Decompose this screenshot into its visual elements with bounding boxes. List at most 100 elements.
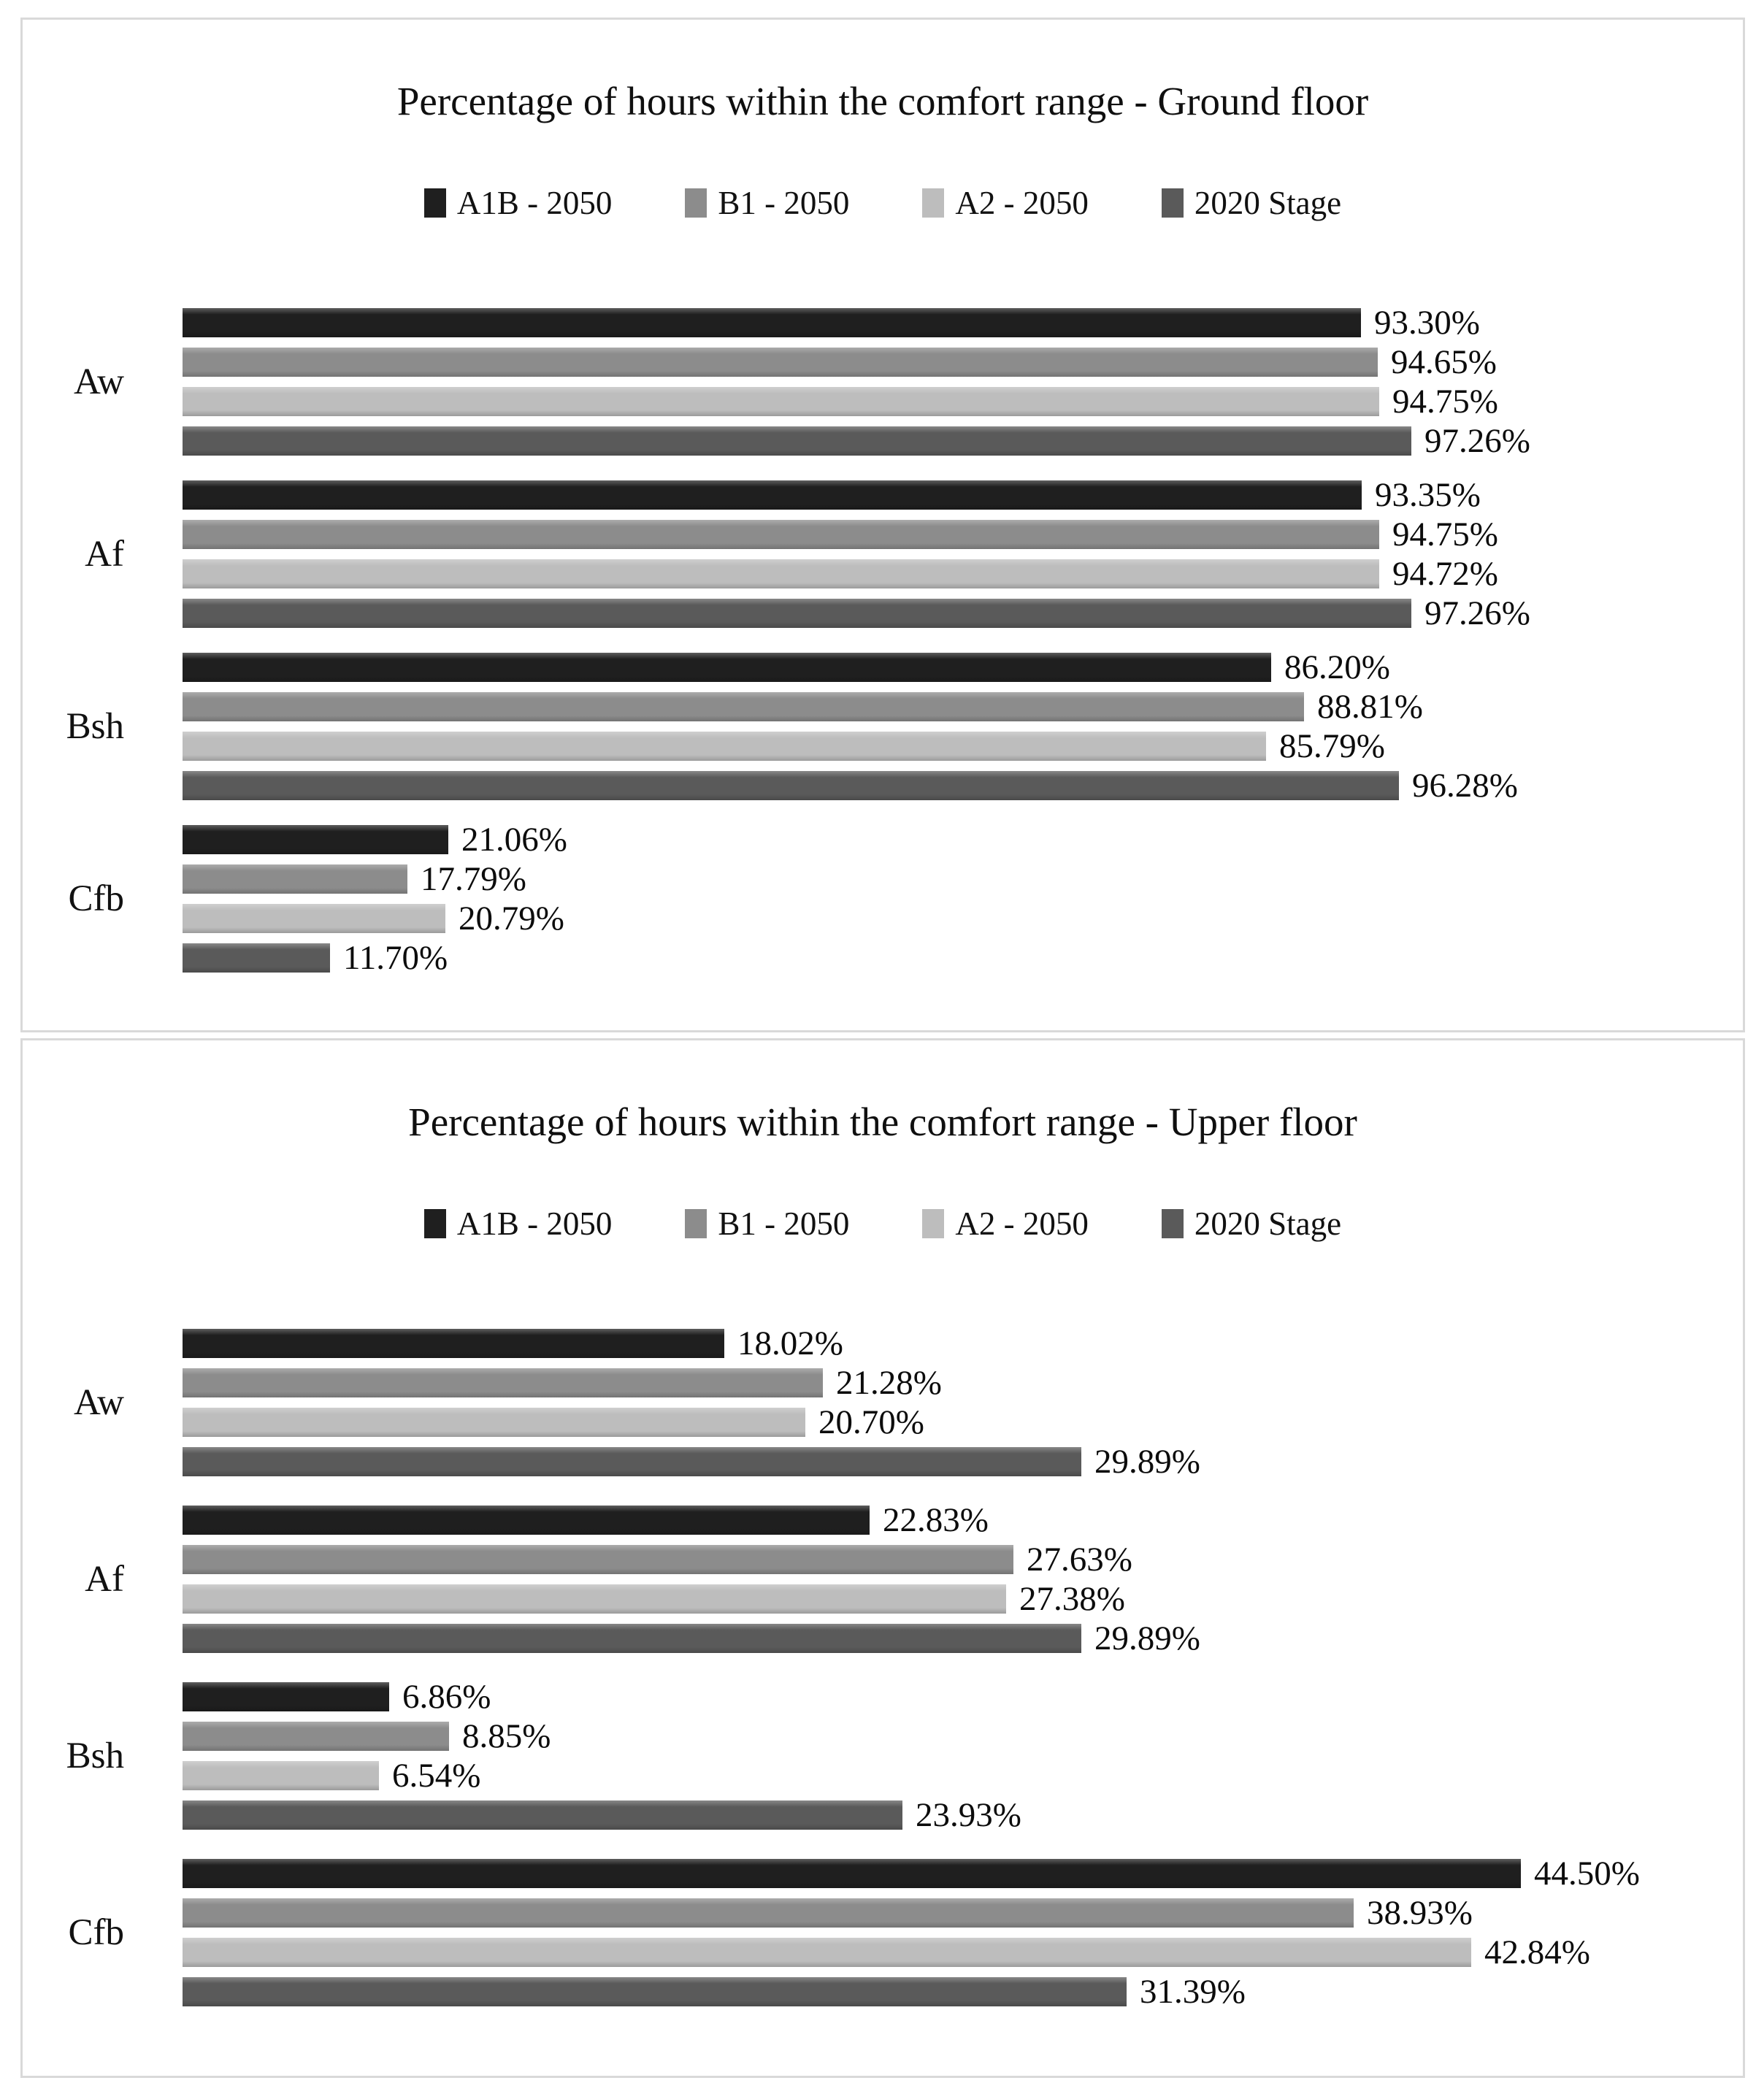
bar (183, 599, 1411, 628)
category-group: Aw 93.30% 94.65% 94.75% 97.26% (23, 303, 1743, 460)
bar-value-label: 8.85% (462, 1717, 551, 1755)
bar-row: 29.89% (183, 1442, 1743, 1481)
bar (183, 1584, 1006, 1614)
bar-rows: 21.06% 17.79% 20.79% 11.70% (183, 820, 1743, 977)
bar (183, 1408, 805, 1437)
bar-row: 29.89% (183, 1621, 1743, 1655)
bar-row: 42.84% (183, 1933, 1743, 1971)
ground-floor-chart-panel: Percentage of hours within the comfort r… (20, 18, 1745, 1032)
bar-row: 93.35% (183, 478, 1743, 512)
bar (183, 1938, 1471, 1967)
bar-value-label: 29.89% (1094, 1442, 1200, 1481)
bar-row: 21.28% (183, 1365, 1743, 1400)
bar (183, 1722, 449, 1751)
bar-value-label: 20.70% (818, 1403, 924, 1441)
bar-value-label: 94.65% (1391, 342, 1497, 381)
legend-swatch-icon (685, 188, 707, 218)
legend-swatch-icon (685, 1209, 707, 1238)
bar (183, 1682, 389, 1711)
plot-area-upper: Aw 18.02% 21.28% 20.70% 29.89% Af 22.83% 27.63%… (23, 1324, 1743, 2011)
bar-row: 17.79% (183, 862, 1743, 896)
bar-value-label: 97.26% (1424, 421, 1530, 460)
bar-row: 97.26% (183, 594, 1743, 632)
upper-floor-chart-panel: Percentage of hours within the comfort r… (20, 1038, 1745, 2078)
bar-row: 88.81% (183, 687, 1743, 726)
bar-row: 27.38% (183, 1579, 1743, 1618)
bar-value-label: 27.38% (1019, 1579, 1125, 1618)
bar (183, 1859, 1521, 1888)
bar-value-label: 6.86% (402, 1677, 491, 1716)
bar (183, 1977, 1127, 2006)
legend-item: B1 - 2050 (685, 1205, 849, 1243)
legend-label: B1 - 2050 (718, 185, 850, 221)
bar (183, 520, 1379, 549)
bar-value-label: 27.63% (1027, 1540, 1132, 1579)
bar-rows: 44.50% 38.93% 42.84% 31.39% (183, 1856, 1743, 2011)
legend-ground: A1B - 2050 B1 - 2050 A2 - 2050 2020 Stage (23, 184, 1743, 222)
bar-value-label: 11.70% (343, 938, 448, 977)
legend-label: B1 - 2050 (718, 1205, 850, 1242)
bar (183, 1800, 902, 1830)
category-label: Aw (74, 1382, 124, 1423)
bar-row: 38.93% (183, 1893, 1743, 1932)
category-label: Bsh (66, 1736, 124, 1776)
category-group: Bsh 86.20% 88.81% 85.79% 96.28% (23, 650, 1743, 805)
legend-item: A1B - 2050 (423, 184, 613, 222)
bar-rows: 22.83% 27.63% 27.38% 29.89% (183, 1503, 1743, 1655)
bar-row: 20.79% (183, 899, 1743, 937)
bar-value-label: 97.26% (1424, 594, 1530, 632)
chart-title-upper: Percentage of hours within the comfort r… (408, 1100, 1357, 1144)
bar-row: 97.26% (183, 421, 1743, 460)
bar-row: 94.65% (183, 342, 1743, 381)
bar-rows: 93.35% 94.75% 94.72% 97.26% (183, 478, 1743, 632)
bar (183, 1506, 870, 1535)
category-label: Cfb (68, 1912, 125, 1953)
bar-row: 94.75% (183, 515, 1743, 553)
bar-value-label: 88.81% (1317, 687, 1423, 726)
category-group: Cfb 21.06% 17.79% 20.79% 11.70% (23, 820, 1743, 977)
bar-rows: 86.20% 88.81% 85.79% 96.28% (183, 650, 1743, 805)
bar-value-label: 93.30% (1374, 303, 1480, 342)
bar-row: 11.70% (183, 938, 1743, 977)
bar-value-label: 96.28% (1412, 766, 1518, 805)
legend-label: A1B - 2050 (456, 185, 613, 221)
bar-row: 8.85% (183, 1717, 1743, 1755)
bar-row: 27.63% (183, 1540, 1743, 1579)
category-group: Cfb 44.50% 38.93% 42.84% 31.39% (23, 1856, 1743, 2011)
bar-row: 93.30% (183, 303, 1743, 342)
legend-upper: A1B - 2050 B1 - 2050 A2 - 2050 2020 Stage (23, 1205, 1743, 1243)
bar-row: 6.86% (183, 1677, 1743, 1716)
category-group: Aw 18.02% 21.28% 20.70% 29.89% (23, 1324, 1743, 1481)
legend-label: A2 - 2050 (955, 185, 1089, 221)
bar (183, 1545, 1013, 1574)
bar (183, 653, 1271, 682)
bar (183, 864, 407, 894)
category-group: Af 22.83% 27.63% 27.38% 29.89% (23, 1503, 1743, 1655)
bar-value-label: 18.02% (737, 1324, 843, 1362)
bar (183, 1898, 1354, 1928)
bar (183, 348, 1378, 377)
bar-value-label: 42.84% (1484, 1933, 1590, 1971)
bar (183, 771, 1399, 800)
bar (183, 732, 1266, 761)
bar-row: 18.02% (183, 1324, 1743, 1362)
legend-item: 2020 Stage (1161, 184, 1341, 222)
bar-row: 21.06% (183, 820, 1743, 859)
bar (183, 480, 1362, 510)
bar (183, 1368, 823, 1397)
bar-value-label: 6.54% (392, 1756, 481, 1795)
category-label: Af (85, 534, 124, 575)
bar-value-label: 94.75% (1392, 515, 1498, 553)
chart-title-ground: Percentage of hours within the comfort r… (396, 79, 1369, 123)
bar-row: 44.50% (183, 1856, 1743, 1890)
bar-row: 20.70% (183, 1403, 1743, 1441)
bar-value-label: 21.06% (461, 820, 567, 859)
legend-swatch-icon (1161, 188, 1184, 218)
bar-value-label: 31.39% (1140, 1972, 1246, 2011)
bar-value-label: 38.93% (1367, 1893, 1473, 1932)
bar-value-label: 20.79% (459, 899, 564, 937)
bar (183, 1447, 1081, 1476)
bar-row: 6.54% (183, 1756, 1743, 1795)
category-label: Cfb (68, 878, 125, 919)
